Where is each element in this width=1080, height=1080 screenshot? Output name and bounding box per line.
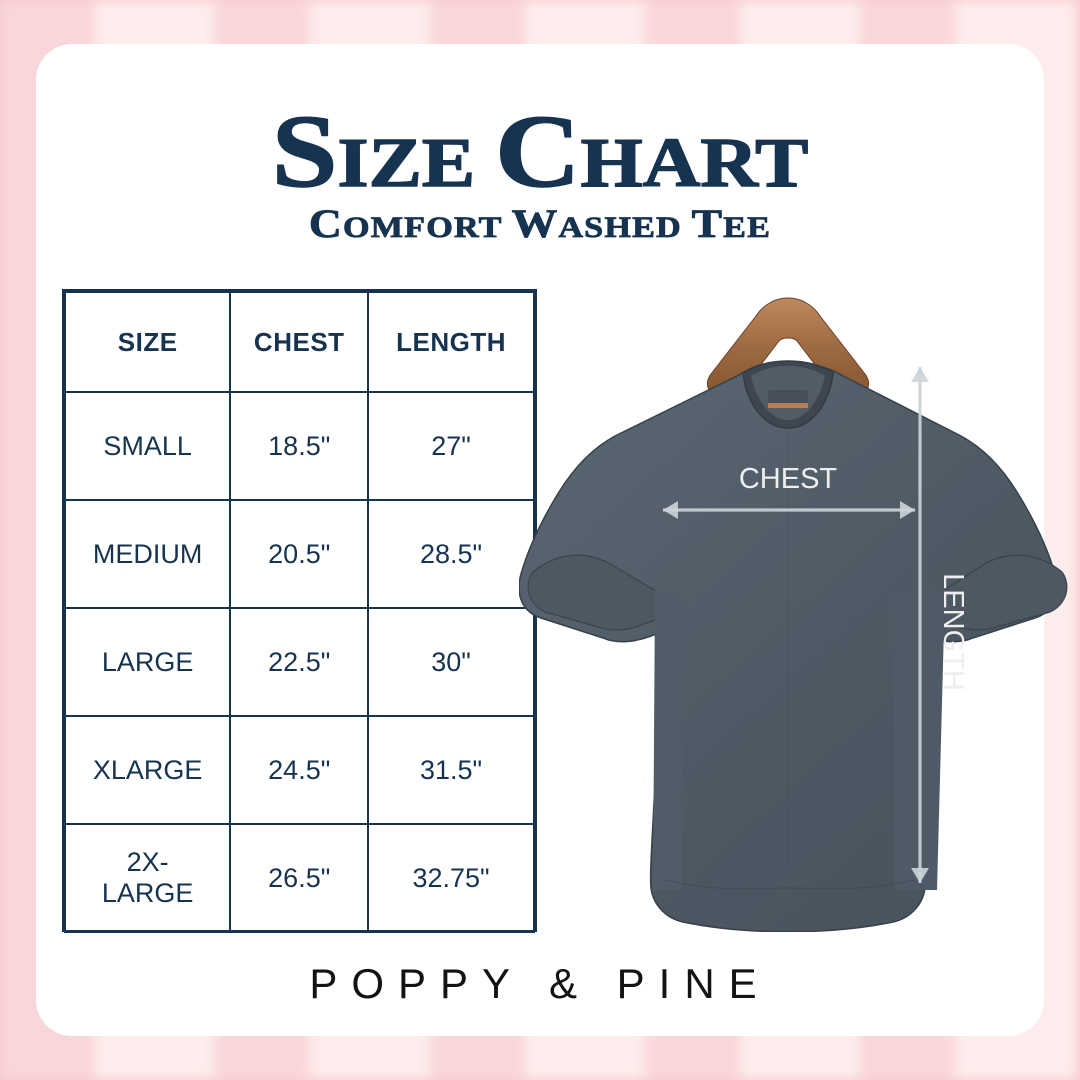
svg-text:CHEST: CHEST [739,463,838,495]
svg-text:LENGTH: LENGTH [937,573,969,691]
